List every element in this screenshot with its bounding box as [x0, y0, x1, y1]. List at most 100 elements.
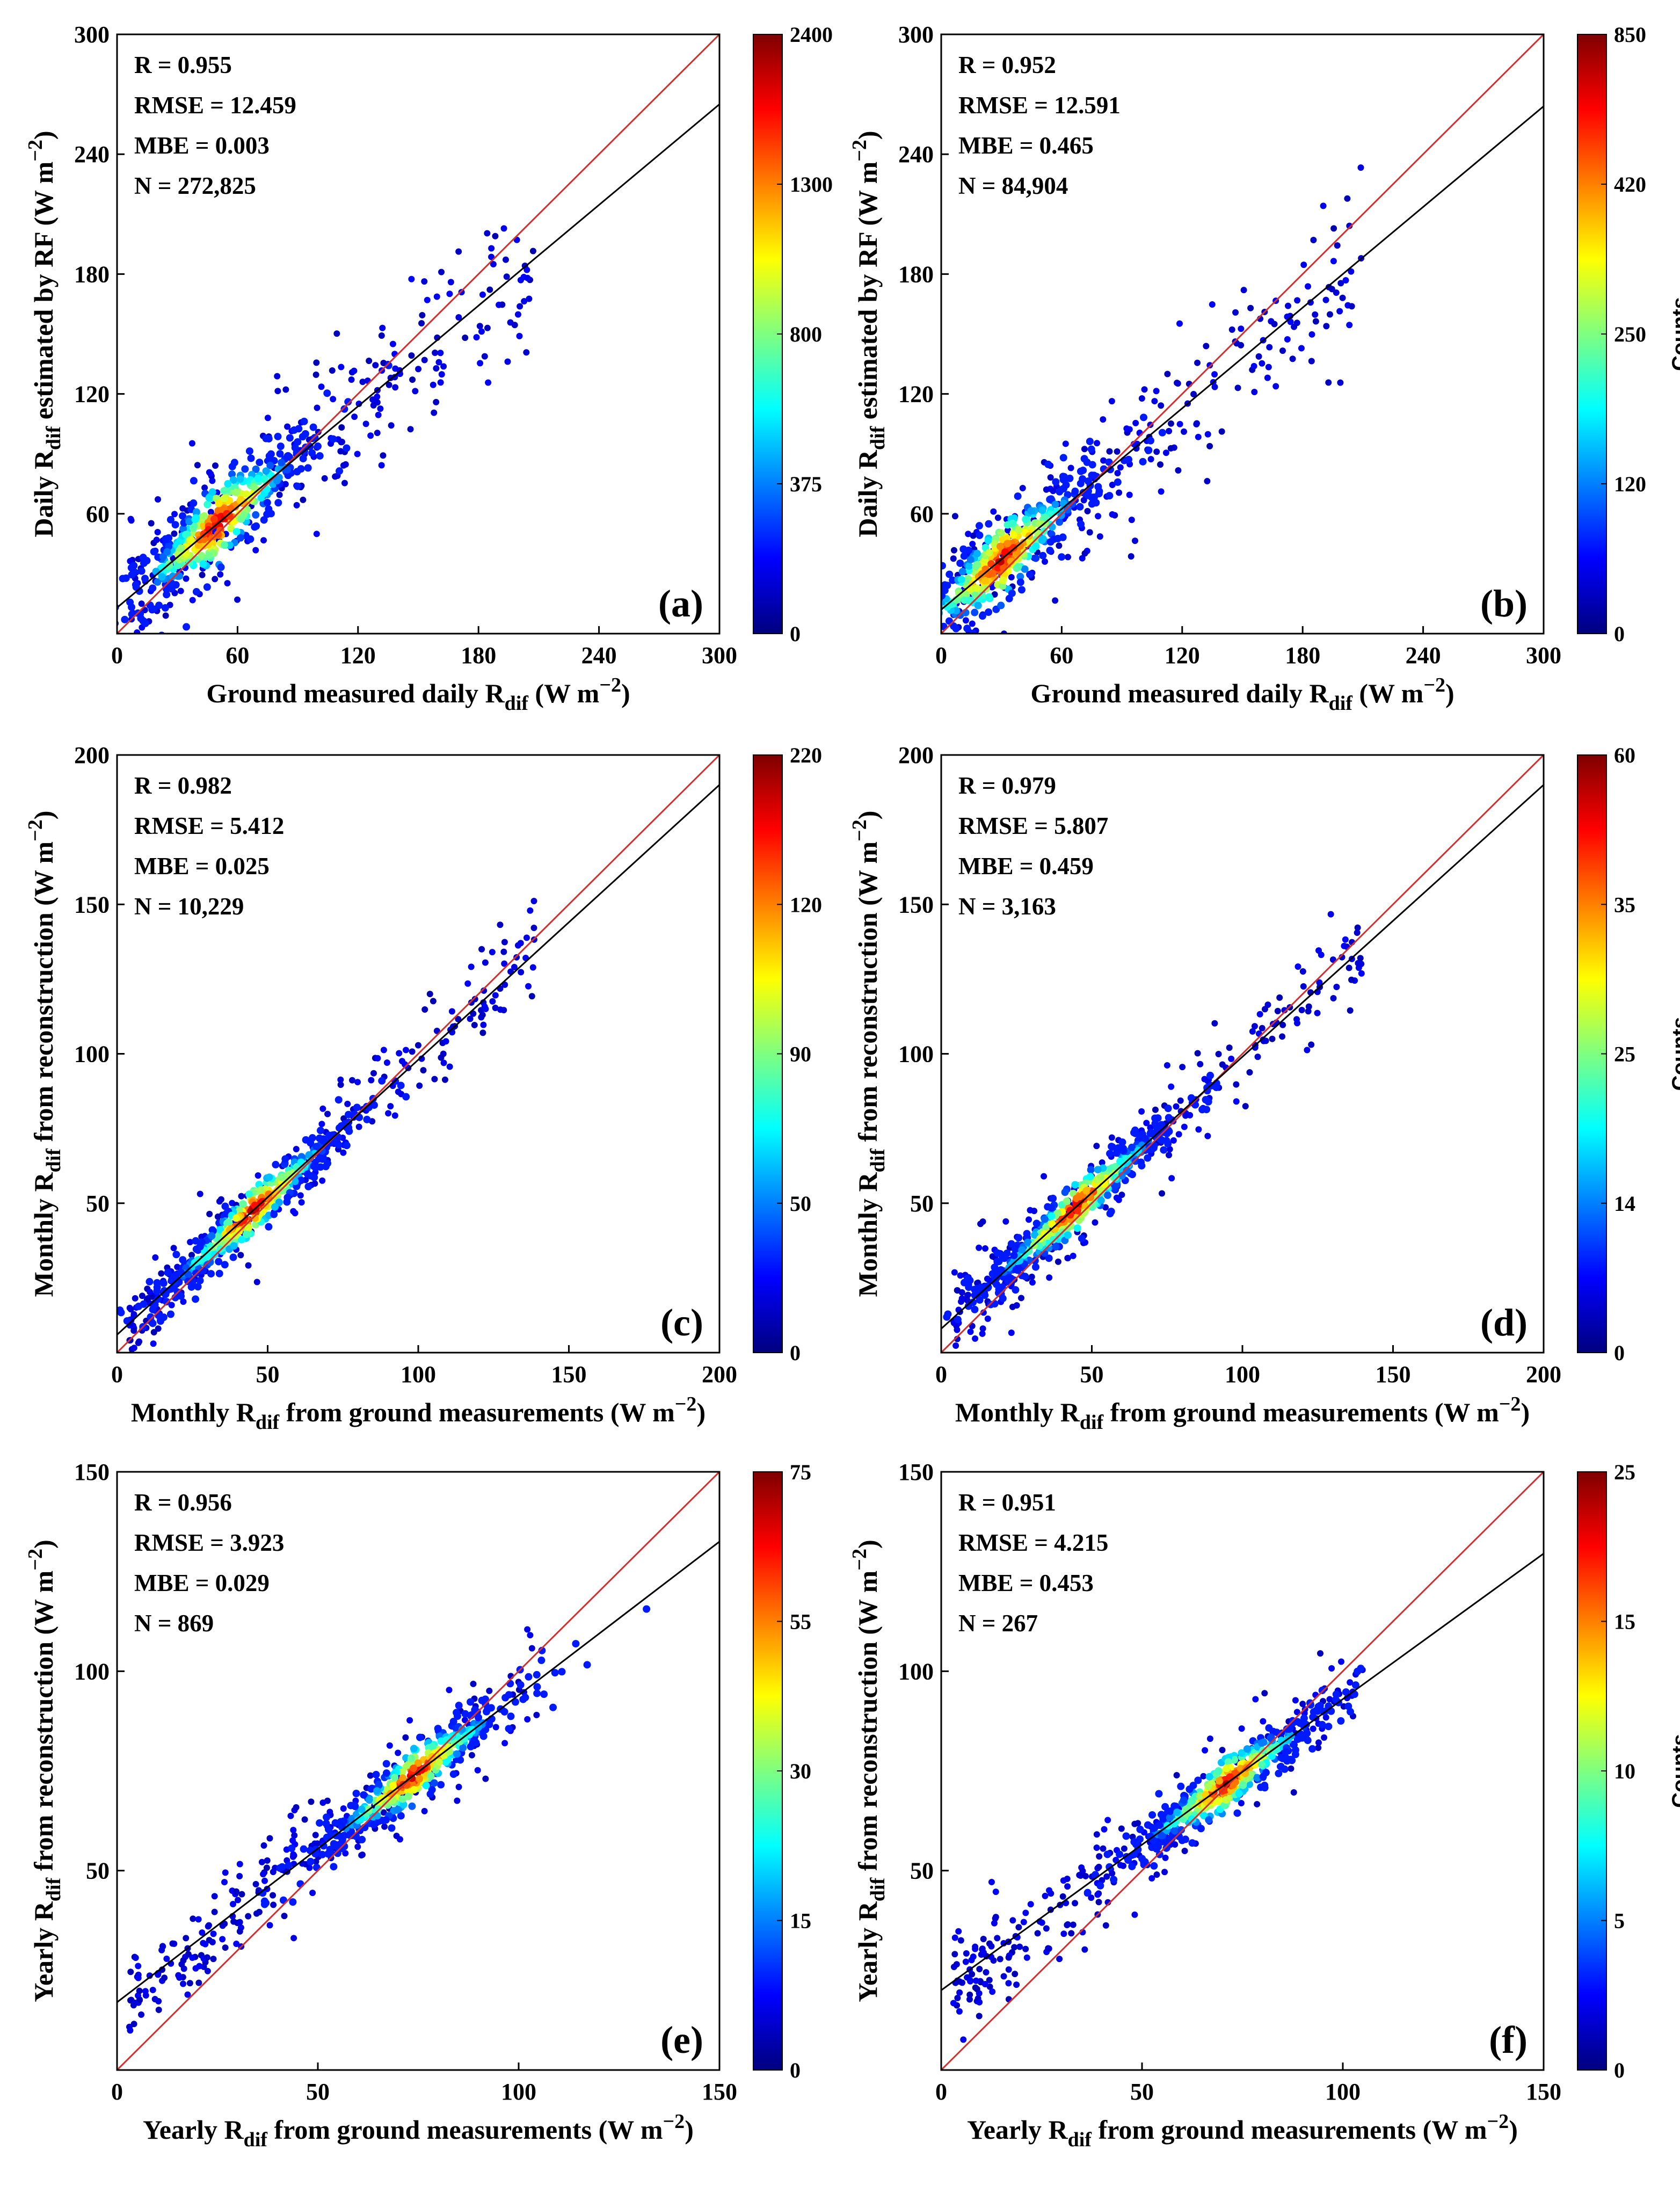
scatter-point — [984, 1315, 991, 1322]
scatter-points — [117, 755, 719, 1353]
scatter-point — [198, 1233, 205, 1240]
stat-line: R = 0.951 — [958, 1489, 1056, 1516]
scatter-point — [234, 596, 241, 603]
scatter-point — [468, 1752, 475, 1759]
y-tick-label: 300 — [898, 21, 934, 48]
density-point — [460, 1735, 468, 1743]
density-point — [929, 670, 936, 677]
scatter-point — [1086, 529, 1093, 536]
scatter-point — [136, 1997, 143, 2004]
scatter-point — [503, 273, 510, 280]
y-tick-label: 100 — [898, 1658, 934, 1684]
stat-line: N = 84,904 — [958, 172, 1068, 199]
scatter-point — [282, 386, 289, 393]
scatter-point — [455, 248, 462, 255]
density-point — [154, 578, 162, 586]
density-point — [309, 423, 317, 431]
panel-label: (c) — [660, 1301, 703, 1344]
y-axis-label-superscript: −2 — [848, 819, 871, 841]
scatter-point — [135, 1963, 142, 1970]
density-point — [1118, 1138, 1126, 1146]
density-point — [316, 1163, 324, 1171]
density-point — [994, 564, 1002, 572]
scatter-point — [1153, 1871, 1160, 1878]
scatter-point — [442, 1038, 449, 1045]
density-point — [296, 1880, 304, 1888]
density-point — [905, 634, 912, 642]
x-axis-label-units: (W m — [1352, 678, 1423, 708]
scatter-point — [1211, 371, 1218, 378]
scatter-point — [1274, 1007, 1281, 1014]
scatter-point — [197, 1190, 203, 1197]
scatter-point — [1081, 446, 1088, 453]
density-point — [148, 606, 156, 614]
scatter-point — [329, 367, 336, 374]
density-point — [1181, 1835, 1189, 1843]
scatter-point — [135, 1974, 142, 1981]
scatter-point — [1304, 1047, 1311, 1054]
x-axis-label-subscript: dif — [505, 692, 529, 715]
density-point — [161, 604, 169, 612]
y-axis-label-main: Yearly R — [853, 1901, 883, 2002]
density-point — [1164, 1105, 1172, 1113]
density-point — [230, 1242, 238, 1250]
scatter-point — [155, 1325, 162, 1332]
scatter-point — [492, 1724, 499, 1731]
scatter-point — [524, 1626, 531, 1633]
density-point — [1074, 1207, 1082, 1215]
scatter-point — [1102, 1922, 1109, 1929]
scatter-point — [1099, 1159, 1106, 1166]
x-axis-label-units: from ground measurements (W m — [279, 1397, 675, 1427]
scatter-point — [1158, 488, 1165, 495]
x-tick-label: 50 — [1080, 1361, 1104, 1388]
scatter-point — [402, 1734, 409, 1741]
density-point — [1233, 1809, 1241, 1817]
scatter-point — [1233, 1081, 1240, 1088]
density-point — [895, 618, 903, 626]
scatter-point — [1194, 359, 1201, 366]
scatter-point — [986, 1977, 993, 1984]
density-point — [274, 432, 282, 440]
scatter-point — [340, 1805, 347, 1812]
density-point — [245, 447, 253, 455]
scatter-point — [1050, 488, 1057, 495]
scatter-point — [1042, 558, 1049, 565]
stat-line: RMSE = 4.215 — [958, 1529, 1108, 1556]
scatter-point — [1088, 1894, 1095, 1901]
x-axis-label-close: ) — [621, 678, 630, 708]
scatter-point — [968, 1957, 975, 1964]
scatter-point — [194, 462, 201, 469]
density-point — [1039, 535, 1047, 543]
scatter-point — [967, 1978, 974, 1985]
x-axis-label-close: ) — [685, 2115, 694, 2145]
scatter-point — [153, 536, 160, 543]
scatter-point — [950, 2000, 957, 2007]
scatter-point — [264, 1857, 271, 1864]
x-tick-label: 0 — [935, 2079, 947, 2105]
density-point — [1170, 1802, 1179, 1810]
scatter-point — [1326, 311, 1333, 318]
scatter-point — [1070, 1921, 1077, 1928]
scatter-point — [1062, 440, 1069, 447]
density-point — [285, 1176, 293, 1185]
density-point — [135, 1302, 143, 1310]
scatter-point — [966, 1996, 973, 2003]
y-axis-label-group: Yearly Rdif from reconstruction (W m−2) — [848, 1539, 889, 2002]
scatter-point — [1064, 1883, 1071, 1890]
scatter-point — [1315, 947, 1322, 954]
scatter-point — [1043, 1925, 1050, 1932]
scatter-point — [951, 1951, 958, 1958]
scatter-point — [1042, 1892, 1049, 1899]
density-point — [192, 1295, 200, 1303]
density-point — [449, 1770, 457, 1778]
scatter-point — [195, 1979, 202, 1986]
stat-line: RMSE = 12.591 — [958, 92, 1121, 119]
scatter-point — [524, 1716, 531, 1723]
density-point — [340, 1842, 348, 1850]
density-point — [511, 1698, 519, 1706]
density-point — [475, 1713, 483, 1722]
scatter-point — [233, 1940, 240, 1947]
scatter-point — [1293, 1709, 1300, 1716]
scatter-point — [184, 1991, 191, 1998]
density-point — [276, 450, 284, 458]
